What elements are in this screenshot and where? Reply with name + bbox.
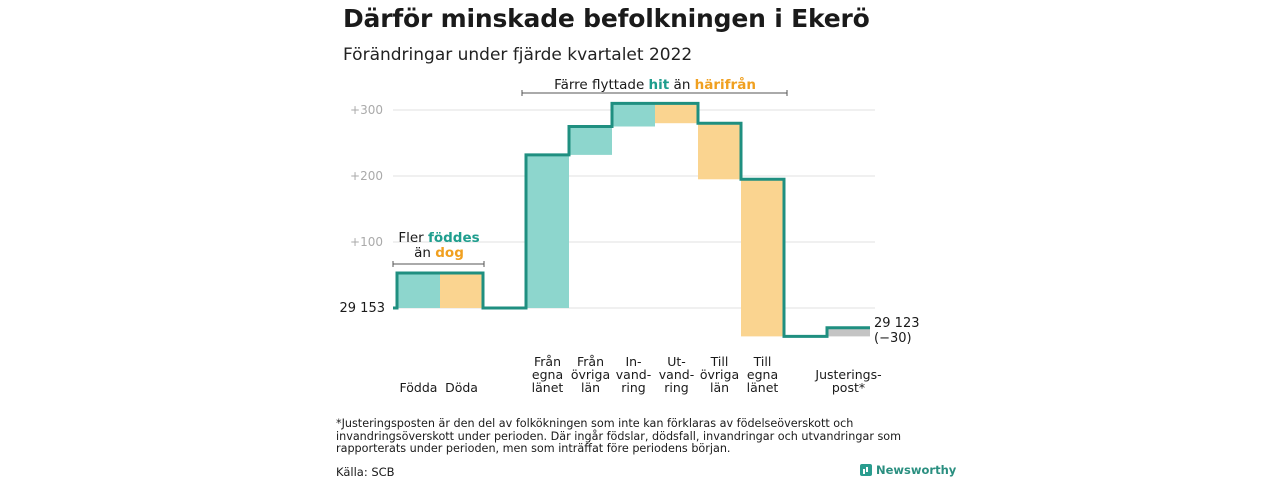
waterfall-line [393,101,870,338]
category-label: övriga [700,367,739,382]
category-label: länet [532,380,564,395]
end-value-label: 29 123 [874,316,920,331]
brand-name: Newsworthy [876,463,957,477]
category-label: Döda [445,380,478,395]
births-annotation-line1: Fler föddes [398,230,479,246]
category-label: vand- [616,367,651,382]
start-value-label: 29 153 [340,301,386,316]
bar-0 [397,273,440,308]
y-tick-label: +300 [350,103,383,117]
bar-8 [827,327,870,337]
source: Källa: SCB [336,465,395,479]
bar-7 [741,179,784,337]
category-label: ring [621,380,645,395]
bar-5 [655,103,698,124]
bar-1 [440,273,483,308]
category-label: Från [534,354,561,369]
end-change-label: (−30) [874,331,912,346]
category-label: egna [532,367,563,382]
category-label: Justerings- [814,367,881,382]
births-annotation-line2: än dog [414,245,464,261]
footnote: *Justeringsposten är den del av folkökni… [336,417,902,455]
bar-4 [612,103,655,127]
category-label: Ut- [667,354,686,369]
category-label: Till [710,354,729,369]
bar-3 [569,126,612,155]
bar-2 [526,154,569,308]
category-label: In- [625,354,641,369]
category-label: Till [753,354,772,369]
brand: Newsworthy [860,463,956,477]
migration-annotation: Färre flyttade hit än härifrån [554,76,756,93]
category-label: Födda [400,380,438,395]
category-label: Från [577,354,604,369]
category-label: län [710,380,729,395]
y-tick-label: +200 [350,169,383,183]
category-label: länet [747,380,779,395]
chart-title: Därför minskade befolkningen i Ekerö [343,4,870,33]
newsworthy-logo-icon [860,464,872,476]
chart-subtitle: Förändringar under fjärde kvartalet 2022 [343,45,693,65]
category-label: län [581,380,600,395]
category-label: egna [747,367,778,382]
category-label: vand- [659,367,694,382]
category-label: post* [832,380,865,395]
category-label: ring [664,380,688,395]
bar-6 [698,123,741,180]
y-tick-label: +100 [350,235,383,249]
category-label: övriga [571,367,610,382]
